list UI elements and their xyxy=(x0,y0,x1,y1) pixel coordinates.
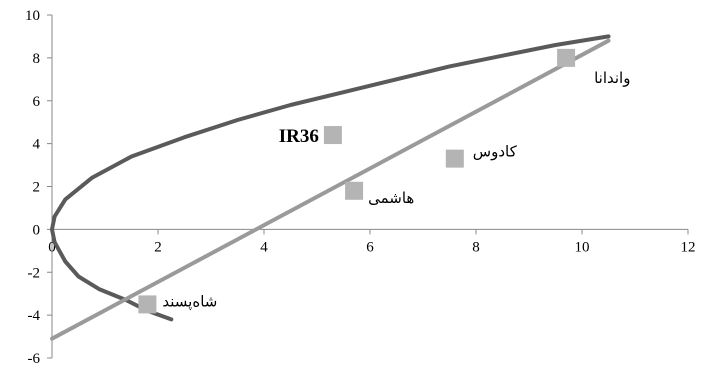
y-tick-label: 2 xyxy=(33,180,41,196)
y-tick-label: -6 xyxy=(28,351,41,367)
point-marker xyxy=(445,149,464,168)
curve-series xyxy=(50,34,611,322)
x-tick-label: 8 xyxy=(472,239,480,255)
x-tick-label: 4 xyxy=(260,239,268,255)
y-tick-label: 10 xyxy=(25,8,40,24)
line-series xyxy=(50,38,611,341)
y-tick-label: -2 xyxy=(28,265,41,281)
y-tick-label: 6 xyxy=(33,94,41,110)
x-tick-label: 10 xyxy=(575,239,590,255)
x-tick-label: 0 xyxy=(48,239,56,255)
x-tick-label: 6 xyxy=(366,239,374,255)
x-tick-label: 12 xyxy=(681,239,696,255)
point-label: هاشمی xyxy=(368,189,414,207)
y-axis-ticks: 10 8 6 4 2 0 -2 -4 -6 xyxy=(25,8,52,367)
y-tick-label: 8 xyxy=(33,51,41,67)
point-marker xyxy=(557,48,576,67)
y-tick-label: 4 xyxy=(33,137,41,153)
point-markers xyxy=(138,48,576,314)
point-label: واندانا xyxy=(594,69,630,87)
point-marker xyxy=(138,295,157,314)
y-tick-label: -4 xyxy=(28,308,41,324)
point-marker xyxy=(345,181,364,200)
x-tick-label: 2 xyxy=(154,239,162,255)
y-tick-label: 0 xyxy=(33,222,41,238)
point-label: شاه‌پسند xyxy=(162,292,217,311)
point-label: کادوس xyxy=(473,143,518,161)
series-lines xyxy=(50,34,611,341)
point-labels: واندانا IR36 کادوس هاشمی شاه‌پسند xyxy=(162,69,630,312)
x-axis-ticks: 0 2 4 6 8 10 12 xyxy=(48,229,696,255)
point-label: IR36 xyxy=(279,126,319,147)
point-marker xyxy=(323,126,342,145)
